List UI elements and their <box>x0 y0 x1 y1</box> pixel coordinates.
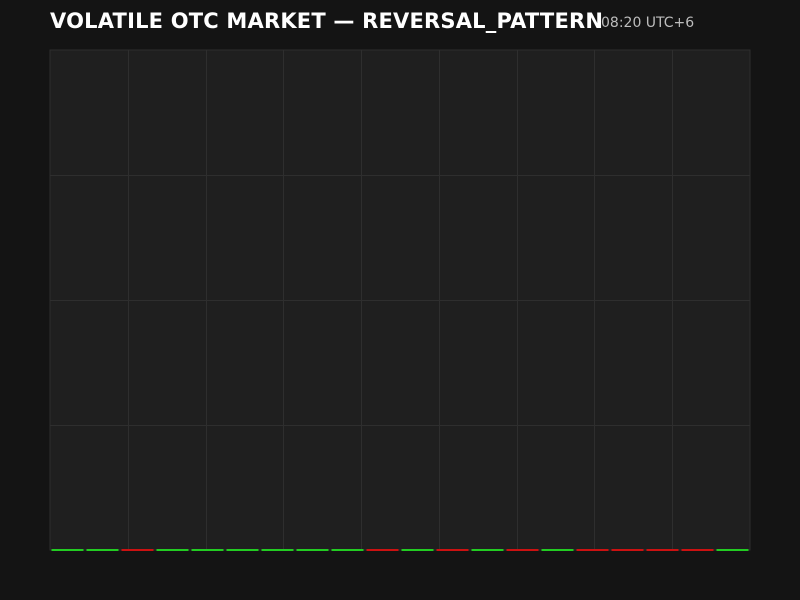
grid <box>50 50 750 550</box>
candle-series <box>51 549 749 551</box>
candle-up <box>51 549 84 551</box>
candle-down <box>121 549 154 551</box>
candle-down <box>681 549 714 551</box>
candle-down <box>436 549 469 551</box>
candle-down <box>646 549 679 551</box>
candle-up <box>471 549 504 551</box>
candle-up <box>401 549 434 551</box>
candle-up <box>226 549 259 551</box>
candle-up <box>261 549 294 551</box>
candle-up <box>541 549 574 551</box>
candle-down <box>366 549 399 551</box>
candle-down <box>611 549 644 551</box>
timestamp: 08:20 UTC+6 <box>601 15 695 31</box>
chart-title: VOLATILE OTC MARKET — REVERSAL_PATTERN <box>50 9 604 33</box>
candle-up <box>191 549 224 551</box>
candle-up <box>296 549 329 551</box>
candle-down <box>576 549 609 551</box>
candle-down <box>506 549 539 551</box>
candle-up <box>86 549 119 551</box>
candle-up <box>331 549 364 551</box>
candle-up <box>716 549 749 551</box>
candle-up <box>156 549 189 551</box>
